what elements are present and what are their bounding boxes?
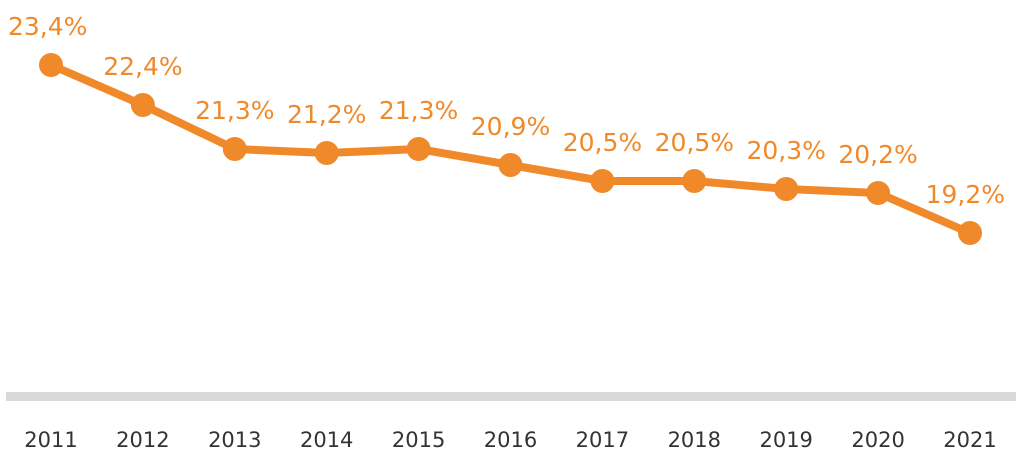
data-point-2017: [590, 169, 615, 193]
data-point-2014: [314, 141, 339, 165]
data-label-2015: 21,3%: [379, 96, 458, 125]
data-point-2021: [958, 221, 982, 245]
data-label-2017: 20,5%: [563, 128, 642, 157]
x-tick-2018: 2018: [668, 428, 721, 452]
data-label-2021: 19,2%: [926, 180, 1005, 209]
x-tick-2014: 2014: [300, 428, 353, 452]
data-label-2018: 20,5%: [655, 128, 734, 157]
data-label-2013: 21,3%: [195, 96, 274, 125]
x-tick-2016: 2016: [484, 428, 537, 452]
x-tick-2013: 2013: [208, 428, 261, 452]
x-axis-ticks: 2011 2012 2013 2014 2015 2016 2017 2018 2019 2020…: [24, 428, 996, 452]
data-point-2020: [866, 181, 891, 205]
data-label-2012: 22,4%: [103, 52, 182, 81]
data-point-2012: [130, 93, 155, 117]
data-label-2019: 20,3%: [746, 136, 825, 165]
x-tick-2011: 2011: [24, 428, 77, 452]
data-point-2016: [498, 153, 523, 177]
data-label-2016: 20,9%: [471, 112, 550, 141]
x-tick-2015: 2015: [392, 428, 445, 452]
x-tick-2021: 2021: [943, 428, 996, 452]
data-point-2015: [406, 137, 431, 161]
data-point-2013: [222, 137, 247, 161]
x-axis-line: [6, 392, 1016, 401]
x-tick-2012: 2012: [116, 428, 169, 452]
data-point-2018: [682, 169, 707, 193]
x-tick-2017: 2017: [576, 428, 629, 452]
x-tick-2020: 2020: [851, 428, 904, 452]
plot-area: [39, 53, 982, 245]
data-label-2020: 20,2%: [838, 140, 917, 169]
series-line: [47, 61, 974, 237]
data-point-2019: [774, 177, 799, 201]
data-label-2014: 21,2%: [287, 100, 366, 129]
x-tick-2019: 2019: [759, 428, 812, 452]
data-labels: 23,4% 22,4% 21,3% 21,2% 21,3% 20,9% 20,5% 20,5%…: [8, 12, 1005, 209]
data-point-2011: [39, 53, 63, 77]
data-label-2011: 23,4%: [8, 12, 87, 41]
